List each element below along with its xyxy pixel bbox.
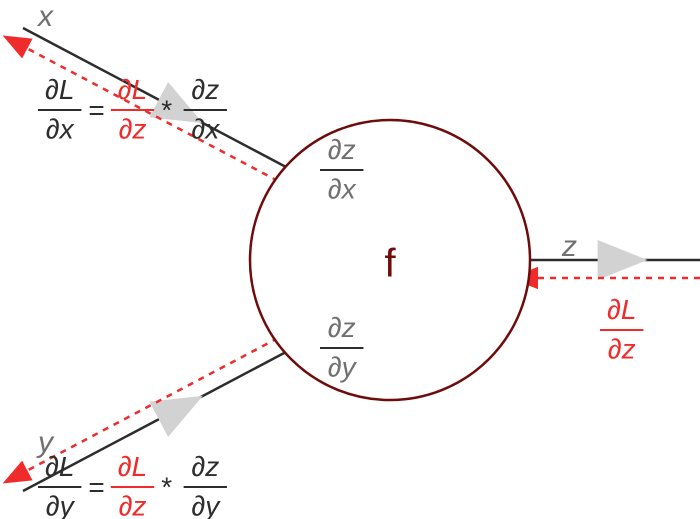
x-var-label: x: [36, 0, 54, 33]
svg-text:∂z: ∂z: [191, 74, 219, 105]
svg-text:=: =: [88, 94, 104, 125]
svg-text:∂y: ∂y: [328, 351, 358, 382]
svg-text:∂x: ∂x: [328, 173, 357, 204]
svg-text:∂z: ∂z: [119, 490, 147, 519]
svg-text:*: *: [161, 471, 172, 502]
svg-text:∂x: ∂x: [46, 113, 75, 144]
svg-text:∂y: ∂y: [46, 490, 76, 519]
partial-dL_dz: ∂L ∂z: [600, 294, 643, 364]
svg-text:∂L: ∂L: [607, 294, 636, 325]
x-backward-edge: [15, 42, 278, 181]
svg-text:∂z: ∂z: [328, 312, 356, 343]
chain-rule-y: ∂L ∂y = ∂L ∂z * ∂z ∂y: [38, 451, 227, 519]
chain-rule-x: ∂L ∂x = ∂L ∂z * ∂z ∂x: [38, 74, 227, 144]
diagram-canvas: fxyz∂z∂x∂z∂y∂L∂z∂L∂x=∂L∂z*∂z∂x∂L∂y=∂L∂z*…: [0, 0, 700, 519]
svg-text:*: *: [161, 94, 172, 125]
svg-text:∂x: ∂x: [191, 113, 220, 144]
svg-text:∂L: ∂L: [118, 74, 147, 105]
z-var-label: z: [561, 230, 577, 263]
svg-text:∂z: ∂z: [191, 451, 219, 482]
svg-text:∂y: ∂y: [191, 490, 221, 519]
svg-text:∂z: ∂z: [119, 113, 147, 144]
x-var-label-text: x: [36, 0, 54, 33]
node-label: f: [384, 242, 396, 286]
svg-text:∂L: ∂L: [118, 451, 147, 482]
svg-text:∂L: ∂L: [45, 451, 74, 482]
svg-text:∂z: ∂z: [608, 333, 636, 364]
svg-text:=: =: [88, 471, 104, 502]
svg-text:∂z: ∂z: [328, 134, 356, 165]
z-var-label-text: z: [561, 230, 577, 263]
svg-text:∂L: ∂L: [45, 74, 74, 105]
